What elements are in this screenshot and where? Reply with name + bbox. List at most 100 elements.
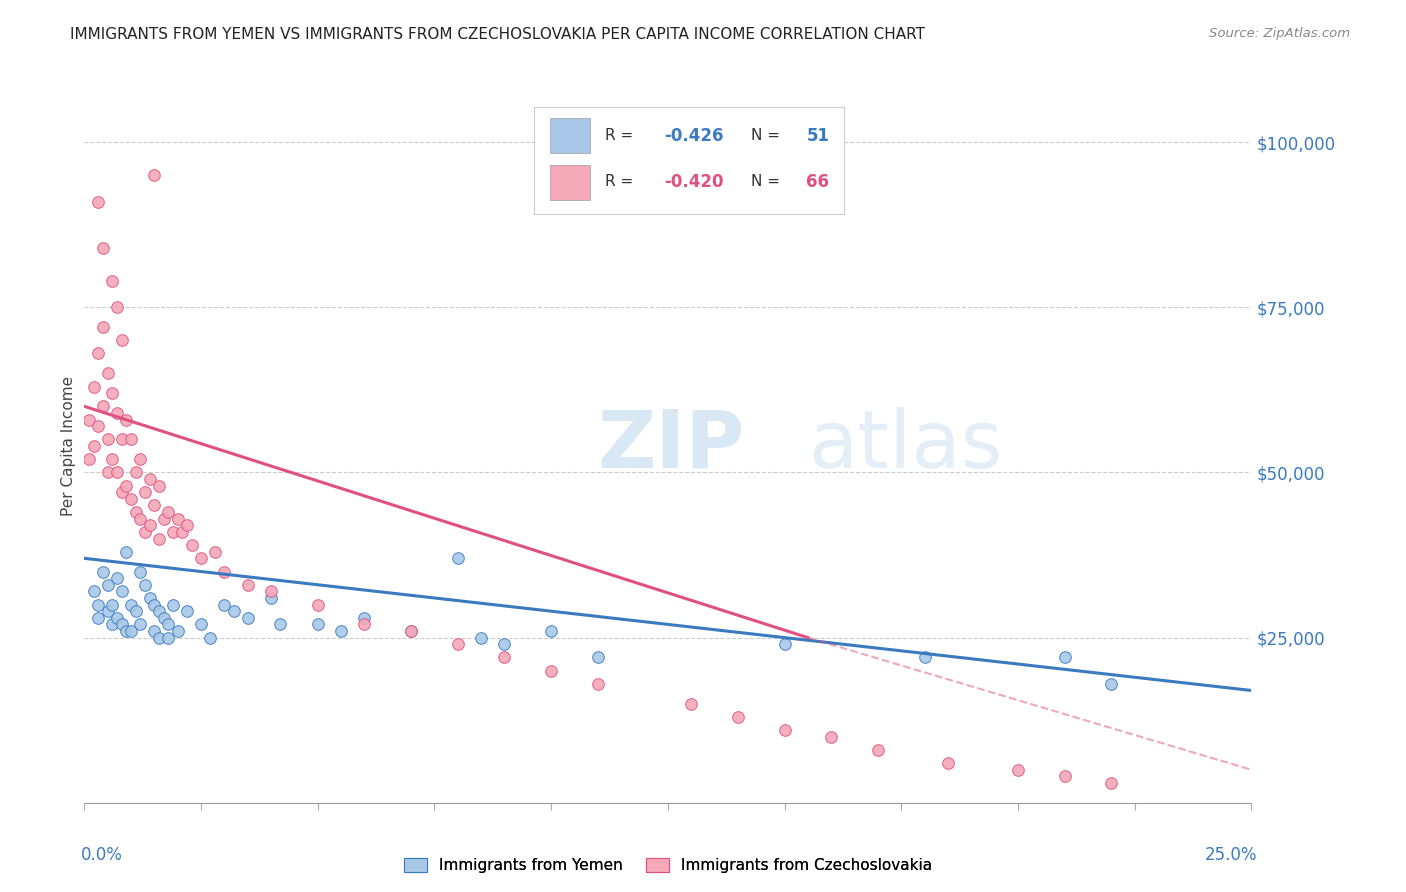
Point — [138, 472, 160, 486]
Point — [180, 538, 202, 552]
Point — [91, 241, 114, 255]
Point — [176, 518, 198, 533]
Point — [540, 664, 562, 678]
Point — [494, 637, 516, 651]
Point — [157, 617, 180, 632]
Point — [138, 518, 160, 533]
Point — [820, 730, 842, 744]
Point — [97, 433, 120, 447]
Legend: Immigrants from Yemen, Immigrants from Czechoslovakia: Immigrants from Yemen, Immigrants from C… — [396, 850, 939, 880]
Point — [586, 650, 609, 665]
Point — [134, 578, 156, 592]
Point — [87, 419, 110, 434]
Point — [214, 565, 236, 579]
Point — [91, 565, 114, 579]
Point — [307, 598, 329, 612]
FancyBboxPatch shape — [550, 165, 591, 200]
Point — [200, 631, 222, 645]
Point — [152, 511, 174, 525]
Point — [330, 624, 353, 638]
Text: R =: R = — [606, 128, 638, 144]
Point — [115, 478, 138, 492]
Point — [681, 697, 703, 711]
Point — [936, 756, 959, 771]
Y-axis label: Per Capita Income: Per Capita Income — [60, 376, 76, 516]
Point — [148, 478, 170, 492]
Point — [1053, 769, 1076, 783]
Point — [125, 505, 148, 519]
Point — [105, 611, 128, 625]
Point — [87, 611, 110, 625]
Point — [97, 466, 120, 480]
Point — [236, 578, 259, 592]
Point — [77, 452, 100, 467]
Point — [494, 650, 516, 665]
Point — [260, 591, 283, 605]
Point — [214, 598, 236, 612]
Point — [222, 604, 245, 618]
Point — [269, 617, 291, 632]
FancyBboxPatch shape — [550, 118, 591, 153]
Point — [101, 598, 124, 612]
Point — [105, 466, 128, 480]
Point — [190, 551, 212, 566]
Text: Source: ZipAtlas.com: Source: ZipAtlas.com — [1209, 27, 1350, 40]
Text: -0.426: -0.426 — [664, 127, 724, 145]
Point — [120, 624, 142, 638]
Point — [866, 743, 889, 757]
Point — [77, 412, 100, 426]
Point — [148, 631, 170, 645]
Point — [399, 624, 422, 638]
Point — [105, 406, 128, 420]
Point — [148, 604, 170, 618]
Point — [307, 617, 329, 632]
Point — [111, 433, 134, 447]
Text: 25.0%: 25.0% — [1205, 846, 1257, 863]
Point — [773, 723, 796, 738]
Point — [83, 439, 105, 453]
Point — [399, 624, 422, 638]
Point — [353, 611, 375, 625]
Point — [91, 320, 114, 334]
Point — [97, 367, 120, 381]
Point — [162, 524, 184, 539]
Point — [87, 598, 110, 612]
Text: N =: N = — [751, 175, 785, 189]
Text: R =: R = — [606, 175, 638, 189]
Point — [105, 300, 128, 314]
Point — [586, 677, 609, 691]
Point — [129, 617, 152, 632]
Point — [87, 194, 110, 209]
Point — [115, 412, 138, 426]
Point — [111, 584, 134, 599]
Text: 66: 66 — [807, 173, 830, 191]
Point — [125, 604, 148, 618]
Point — [129, 452, 152, 467]
Point — [447, 551, 470, 566]
Point — [111, 485, 134, 500]
Point — [1099, 677, 1122, 691]
Point — [134, 485, 156, 500]
Point — [166, 511, 188, 525]
Text: IMMIGRANTS FROM YEMEN VS IMMIGRANTS FROM CZECHOSLOVAKIA PER CAPITA INCOME CORREL: IMMIGRANTS FROM YEMEN VS IMMIGRANTS FROM… — [70, 27, 925, 42]
Point — [125, 466, 148, 480]
Point — [134, 524, 156, 539]
Point — [157, 631, 180, 645]
Point — [143, 168, 166, 182]
Point — [87, 346, 110, 360]
Point — [172, 524, 194, 539]
Point — [111, 333, 134, 347]
Point — [120, 433, 142, 447]
Point — [143, 598, 166, 612]
Point — [773, 637, 796, 651]
Point — [111, 617, 134, 632]
Point — [91, 400, 114, 414]
Point — [101, 452, 124, 467]
Point — [1053, 650, 1076, 665]
Point — [129, 565, 152, 579]
Point — [176, 604, 198, 618]
Point — [101, 386, 124, 401]
Point — [148, 532, 170, 546]
Point — [120, 491, 142, 506]
Text: N =: N = — [751, 128, 785, 144]
